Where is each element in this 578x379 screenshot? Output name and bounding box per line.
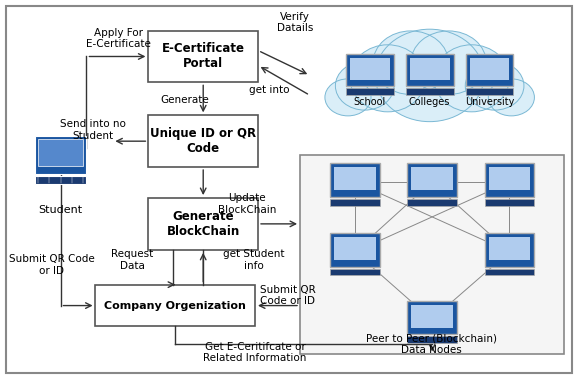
FancyBboxPatch shape: [407, 301, 457, 334]
Text: Submit QR Code
or ID: Submit QR Code or ID: [9, 254, 94, 276]
Text: get Student
info: get Student info: [223, 249, 284, 271]
FancyBboxPatch shape: [407, 337, 457, 343]
FancyBboxPatch shape: [35, 136, 87, 174]
FancyBboxPatch shape: [35, 176, 87, 184]
Text: Generate: Generate: [161, 96, 210, 105]
FancyBboxPatch shape: [488, 167, 531, 190]
FancyBboxPatch shape: [346, 88, 394, 95]
FancyBboxPatch shape: [95, 285, 255, 326]
Text: Company Orgenization: Company Orgenization: [105, 301, 246, 310]
Ellipse shape: [373, 31, 449, 94]
FancyBboxPatch shape: [465, 88, 513, 95]
Text: Submit QR
Code or ID: Submit QR Code or ID: [260, 285, 316, 306]
Text: Request
Data: Request Data: [111, 249, 153, 271]
FancyBboxPatch shape: [330, 269, 380, 276]
FancyBboxPatch shape: [6, 6, 572, 373]
FancyBboxPatch shape: [469, 58, 509, 80]
Ellipse shape: [335, 61, 394, 110]
Ellipse shape: [325, 79, 371, 116]
Ellipse shape: [411, 31, 486, 94]
Text: Apply For
E-Certificate: Apply For E-Certificate: [86, 28, 151, 49]
Text: E-Certificate
Portal: E-Certificate Portal: [162, 42, 244, 70]
Text: Update
BlockChain: Update BlockChain: [218, 193, 276, 215]
Text: Peer to Peer (Blockchain)
Data Nodes: Peer to Peer (Blockchain) Data Nodes: [366, 334, 497, 355]
FancyBboxPatch shape: [406, 88, 454, 95]
FancyBboxPatch shape: [149, 198, 258, 250]
Text: School: School: [354, 97, 386, 107]
FancyBboxPatch shape: [488, 237, 531, 260]
FancyBboxPatch shape: [410, 58, 450, 80]
Text: Unique ID or QR
Code: Unique ID or QR Code: [150, 127, 256, 155]
FancyBboxPatch shape: [484, 269, 535, 276]
FancyBboxPatch shape: [484, 233, 535, 267]
Text: Student: Student: [39, 205, 83, 215]
FancyBboxPatch shape: [330, 163, 380, 197]
Text: Get E-Ceritifcate or
Related Information: Get E-Ceritifcate or Related Information: [203, 341, 307, 363]
Ellipse shape: [375, 29, 484, 122]
FancyBboxPatch shape: [465, 55, 513, 86]
FancyBboxPatch shape: [407, 163, 457, 197]
FancyBboxPatch shape: [149, 31, 258, 82]
FancyBboxPatch shape: [300, 155, 564, 354]
FancyBboxPatch shape: [411, 305, 453, 327]
Ellipse shape: [465, 61, 524, 110]
Ellipse shape: [350, 45, 425, 112]
FancyBboxPatch shape: [484, 163, 535, 197]
Text: Generate
BlockChain: Generate BlockChain: [166, 210, 240, 238]
Text: Send into no
Student: Send into no Student: [60, 119, 125, 141]
FancyBboxPatch shape: [334, 167, 376, 190]
Text: Colleges: Colleges: [409, 97, 450, 107]
Ellipse shape: [488, 79, 535, 116]
Text: University: University: [465, 97, 514, 107]
FancyBboxPatch shape: [411, 167, 453, 190]
FancyBboxPatch shape: [406, 55, 454, 86]
FancyBboxPatch shape: [330, 199, 380, 206]
FancyBboxPatch shape: [407, 199, 457, 206]
FancyBboxPatch shape: [149, 115, 258, 167]
FancyBboxPatch shape: [330, 233, 380, 267]
FancyBboxPatch shape: [350, 58, 390, 80]
FancyBboxPatch shape: [346, 55, 394, 86]
Text: get into: get into: [250, 85, 290, 96]
FancyBboxPatch shape: [484, 199, 535, 206]
Text: Verify
Datails: Verify Datails: [277, 12, 313, 33]
FancyBboxPatch shape: [38, 139, 83, 166]
FancyBboxPatch shape: [334, 237, 376, 260]
Ellipse shape: [434, 45, 509, 112]
